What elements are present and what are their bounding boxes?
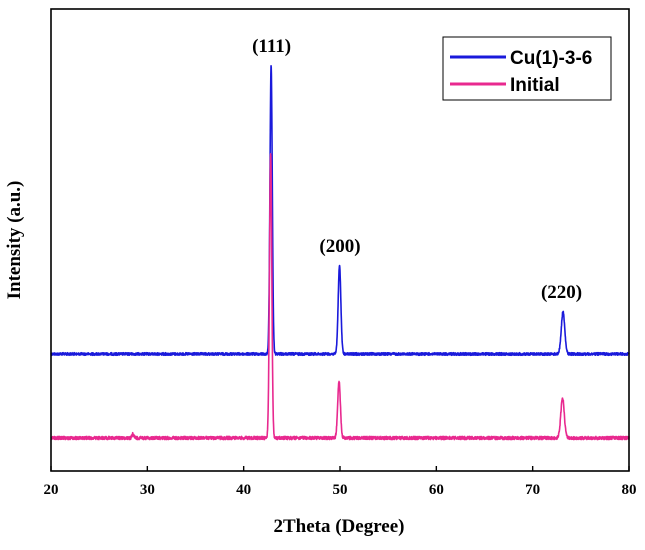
legend-box xyxy=(442,36,612,101)
series-line-initial xyxy=(50,152,630,441)
x-tick-label: 30 xyxy=(140,482,155,498)
y-axis-title: Intensity (a.u.) xyxy=(4,181,25,300)
peak-label: (111) xyxy=(252,36,291,57)
legend-label-cu: Cu(1)-3-6 xyxy=(510,48,592,69)
peak-label: (220) xyxy=(541,282,582,303)
x-axis-ticks: 20 30 40 50 60 70 80 xyxy=(44,466,637,498)
x-tick-label: 40 xyxy=(236,482,251,498)
series-line-cu xyxy=(50,64,630,357)
legend: Cu(1)-3-6 Initial xyxy=(442,36,612,101)
series-lines xyxy=(50,64,630,441)
x-tick-label: 80 xyxy=(622,482,637,498)
x-axis-title: 2Theta (Degree) xyxy=(273,516,404,537)
x-tick-label: 20 xyxy=(44,482,59,498)
peak-annotations: (111) (200) (220) xyxy=(252,36,582,303)
x-tick-label: 70 xyxy=(525,482,540,498)
legend-label-initial: Initial xyxy=(510,75,560,96)
x-tick-label: 60 xyxy=(429,482,444,498)
x-tick-label: 50 xyxy=(333,482,348,498)
peak-label: (200) xyxy=(319,236,360,257)
